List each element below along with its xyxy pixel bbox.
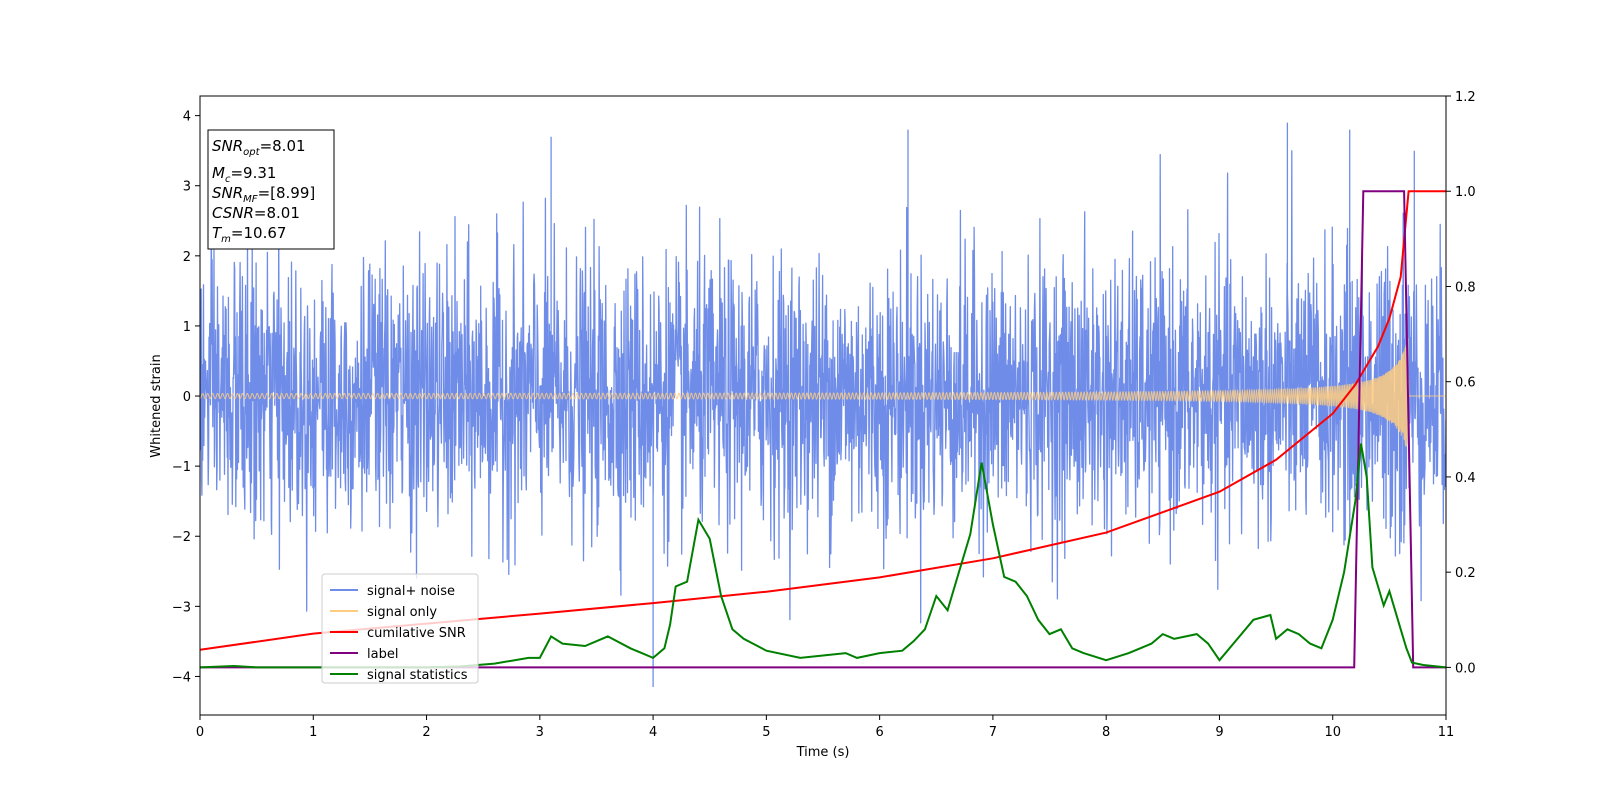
legend-frame: [321, 573, 479, 684]
legend-label: label: [367, 647, 398, 662]
annotation-mc: Mc=9.31: [212, 164, 276, 185]
y-axis-label: Whitened strain: [149, 354, 164, 457]
y-right-tick-label: 0.0: [1455, 661, 1476, 676]
y-left-tick-label: 1: [183, 320, 191, 335]
left-y-axis-ticks: −4 −3 −2 −1 0 1 2 3 4: [172, 110, 200, 685]
x-tick-label: 10: [1324, 725, 1341, 740]
annotation-snr-mf: SNRMF=[8.99]: [212, 184, 315, 205]
annotation-box: SNRopt=8.01 Mc=9.31 SNRMF=[8.99] CSNR=8.…: [207, 129, 335, 250]
cumulative-snr-line: [200, 190, 1446, 651]
y-left-tick-label: 3: [183, 180, 191, 195]
plot-frame: [199, 95, 1447, 716]
legend: signal+ noise signal only cumilative SNR la…: [321, 573, 479, 684]
legend-label: signal+ noise: [367, 584, 455, 599]
y-left-tick-label: 2: [183, 250, 191, 265]
legend-label: cumilative SNR: [367, 626, 466, 641]
y-right-tick-label: 0.6: [1455, 376, 1476, 391]
signal-plus-noise-line: [200, 122, 1446, 687]
y-right-tick-label: 0.4: [1455, 471, 1476, 486]
y-left-tick-label: −3: [172, 600, 191, 615]
x-tick-label: 6: [875, 725, 883, 740]
annotation-frame: [207, 129, 335, 250]
label-line: [200, 190, 1446, 669]
signal-statistics-line: [200, 443, 1446, 669]
y-right-tick-label: 0.2: [1455, 566, 1476, 581]
x-tick-label: 11: [1438, 725, 1455, 740]
legend-label: signal statistics: [367, 668, 468, 683]
y-left-tick-label: −2: [172, 530, 191, 545]
y-left-tick-label: −1: [172, 460, 191, 475]
x-axis-label: Time (s): [796, 745, 850, 760]
x-tick-label: 0: [196, 725, 204, 740]
x-tick-label: 1: [309, 725, 317, 740]
x-tick-label: 5: [762, 725, 770, 740]
signal-only-line: [200, 338, 1446, 447]
x-tick-label: 8: [1102, 725, 1110, 740]
annotation-tm: Tm=10.67: [212, 224, 286, 245]
y-left-tick-label: 0: [183, 390, 191, 405]
x-tick-label: 7: [989, 725, 997, 740]
annotation-snr-opt: SNRopt=8.01: [212, 137, 306, 158]
y-left-tick-label: 4: [183, 110, 191, 125]
x-tick-label: 2: [422, 725, 430, 740]
annotation-csnr: CSNR=8.01: [212, 204, 300, 222]
x-tick-label: 4: [649, 725, 657, 740]
x-tick-label: 3: [536, 725, 544, 740]
x-axis-ticks: 0 1 2 3 4 5 6 7 8 9 10 11: [196, 715, 1454, 740]
legend-label: signal only: [367, 605, 437, 620]
x-tick-label: 9: [1215, 725, 1223, 740]
y-right-tick-label: 1.0: [1455, 185, 1476, 200]
series-layer: [200, 122, 1446, 687]
y-right-tick-label: 0.8: [1455, 280, 1476, 295]
y-right-tick-label: 1.2: [1455, 90, 1476, 105]
y-left-tick-label: −4: [172, 670, 191, 685]
right-y-axis-ticks: 0.0 0.2 0.4 0.6 0.8 1.0 1.2: [1446, 90, 1476, 676]
